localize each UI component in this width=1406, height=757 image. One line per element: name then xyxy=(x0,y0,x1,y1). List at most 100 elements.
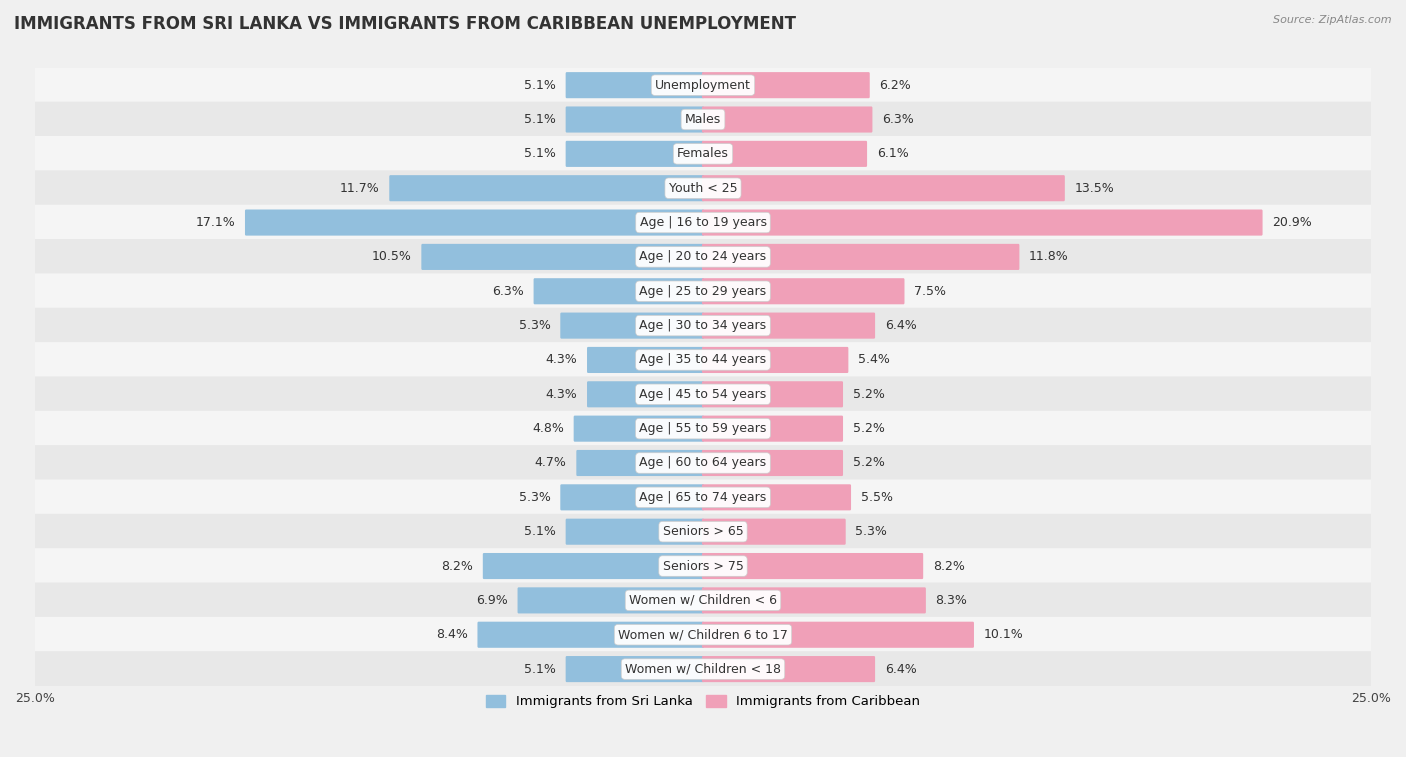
FancyBboxPatch shape xyxy=(588,382,704,407)
Text: Unemployment: Unemployment xyxy=(655,79,751,92)
FancyBboxPatch shape xyxy=(34,445,1372,481)
Text: 13.5%: 13.5% xyxy=(1074,182,1114,195)
Text: IMMIGRANTS FROM SRI LANKA VS IMMIGRANTS FROM CARIBBEAN UNEMPLOYMENT: IMMIGRANTS FROM SRI LANKA VS IMMIGRANTS … xyxy=(14,15,796,33)
Text: Age | 55 to 59 years: Age | 55 to 59 years xyxy=(640,422,766,435)
FancyBboxPatch shape xyxy=(34,514,1372,550)
Text: 8.2%: 8.2% xyxy=(932,559,965,572)
FancyBboxPatch shape xyxy=(702,313,875,338)
Text: Women w/ Children 6 to 17: Women w/ Children 6 to 17 xyxy=(619,628,787,641)
Text: 5.1%: 5.1% xyxy=(524,662,555,675)
FancyBboxPatch shape xyxy=(576,450,704,476)
FancyBboxPatch shape xyxy=(702,210,1263,235)
Text: Age | 25 to 29 years: Age | 25 to 29 years xyxy=(640,285,766,298)
Text: 8.2%: 8.2% xyxy=(441,559,474,572)
Text: Females: Females xyxy=(678,148,728,160)
Text: Women w/ Children < 6: Women w/ Children < 6 xyxy=(628,594,778,607)
Text: 7.5%: 7.5% xyxy=(914,285,946,298)
Text: 8.3%: 8.3% xyxy=(935,594,967,607)
FancyBboxPatch shape xyxy=(702,587,927,613)
Text: Seniors > 65: Seniors > 65 xyxy=(662,525,744,538)
FancyBboxPatch shape xyxy=(561,313,704,338)
FancyBboxPatch shape xyxy=(565,141,704,167)
Text: Age | 65 to 74 years: Age | 65 to 74 years xyxy=(640,491,766,504)
Text: 10.5%: 10.5% xyxy=(371,251,412,263)
FancyBboxPatch shape xyxy=(565,656,704,682)
Text: 5.2%: 5.2% xyxy=(852,388,884,400)
Text: 11.8%: 11.8% xyxy=(1029,251,1069,263)
FancyBboxPatch shape xyxy=(34,101,1372,137)
FancyBboxPatch shape xyxy=(34,239,1372,275)
FancyBboxPatch shape xyxy=(34,583,1372,618)
FancyBboxPatch shape xyxy=(702,553,924,579)
FancyBboxPatch shape xyxy=(34,136,1372,172)
FancyBboxPatch shape xyxy=(702,416,844,441)
Text: 5.1%: 5.1% xyxy=(524,79,555,92)
FancyBboxPatch shape xyxy=(34,342,1372,378)
FancyBboxPatch shape xyxy=(34,67,1372,103)
FancyBboxPatch shape xyxy=(702,244,1019,270)
FancyBboxPatch shape xyxy=(702,382,844,407)
Text: 11.7%: 11.7% xyxy=(340,182,380,195)
FancyBboxPatch shape xyxy=(34,479,1372,516)
FancyBboxPatch shape xyxy=(702,279,904,304)
Text: Age | 30 to 34 years: Age | 30 to 34 years xyxy=(640,319,766,332)
FancyBboxPatch shape xyxy=(702,621,974,648)
Text: Seniors > 75: Seniors > 75 xyxy=(662,559,744,572)
Text: Age | 16 to 19 years: Age | 16 to 19 years xyxy=(640,216,766,229)
Text: Age | 20 to 24 years: Age | 20 to 24 years xyxy=(640,251,766,263)
FancyBboxPatch shape xyxy=(565,72,704,98)
Text: 4.3%: 4.3% xyxy=(546,388,578,400)
FancyBboxPatch shape xyxy=(478,621,704,648)
FancyBboxPatch shape xyxy=(702,107,872,132)
FancyBboxPatch shape xyxy=(34,170,1372,206)
Text: 5.2%: 5.2% xyxy=(852,422,884,435)
Text: Youth < 25: Youth < 25 xyxy=(669,182,737,195)
Text: 6.4%: 6.4% xyxy=(884,319,917,332)
Text: Age | 60 to 64 years: Age | 60 to 64 years xyxy=(640,456,766,469)
Text: Age | 35 to 44 years: Age | 35 to 44 years xyxy=(640,354,766,366)
Text: Women w/ Children < 18: Women w/ Children < 18 xyxy=(626,662,780,675)
Text: Males: Males xyxy=(685,113,721,126)
FancyBboxPatch shape xyxy=(574,416,704,441)
FancyBboxPatch shape xyxy=(34,651,1372,687)
FancyBboxPatch shape xyxy=(702,450,844,476)
Text: 6.1%: 6.1% xyxy=(877,148,908,160)
FancyBboxPatch shape xyxy=(482,553,704,579)
FancyBboxPatch shape xyxy=(517,587,704,613)
FancyBboxPatch shape xyxy=(565,519,704,545)
Text: 5.3%: 5.3% xyxy=(519,319,551,332)
FancyBboxPatch shape xyxy=(702,141,868,167)
Text: 5.1%: 5.1% xyxy=(524,148,555,160)
Text: 4.7%: 4.7% xyxy=(534,456,567,469)
Text: 5.2%: 5.2% xyxy=(852,456,884,469)
Text: 5.1%: 5.1% xyxy=(524,113,555,126)
FancyBboxPatch shape xyxy=(561,484,704,510)
Text: 6.4%: 6.4% xyxy=(884,662,917,675)
Text: 10.1%: 10.1% xyxy=(984,628,1024,641)
FancyBboxPatch shape xyxy=(34,411,1372,447)
Text: Source: ZipAtlas.com: Source: ZipAtlas.com xyxy=(1274,15,1392,25)
Text: 6.3%: 6.3% xyxy=(882,113,914,126)
Text: 5.1%: 5.1% xyxy=(524,525,555,538)
FancyBboxPatch shape xyxy=(34,204,1372,241)
Text: 4.8%: 4.8% xyxy=(531,422,564,435)
Text: 17.1%: 17.1% xyxy=(195,216,235,229)
FancyBboxPatch shape xyxy=(34,308,1372,344)
FancyBboxPatch shape xyxy=(565,107,704,132)
FancyBboxPatch shape xyxy=(534,279,704,304)
FancyBboxPatch shape xyxy=(588,347,704,373)
FancyBboxPatch shape xyxy=(389,175,704,201)
Text: 5.5%: 5.5% xyxy=(860,491,893,504)
Text: Age | 45 to 54 years: Age | 45 to 54 years xyxy=(640,388,766,400)
FancyBboxPatch shape xyxy=(702,519,845,545)
FancyBboxPatch shape xyxy=(422,244,704,270)
FancyBboxPatch shape xyxy=(702,347,848,373)
Text: 5.3%: 5.3% xyxy=(855,525,887,538)
Text: 6.9%: 6.9% xyxy=(477,594,508,607)
FancyBboxPatch shape xyxy=(34,548,1372,584)
FancyBboxPatch shape xyxy=(34,273,1372,309)
Text: 5.3%: 5.3% xyxy=(519,491,551,504)
FancyBboxPatch shape xyxy=(702,72,870,98)
Legend: Immigrants from Sri Lanka, Immigrants from Caribbean: Immigrants from Sri Lanka, Immigrants fr… xyxy=(481,690,925,714)
Text: 8.4%: 8.4% xyxy=(436,628,468,641)
